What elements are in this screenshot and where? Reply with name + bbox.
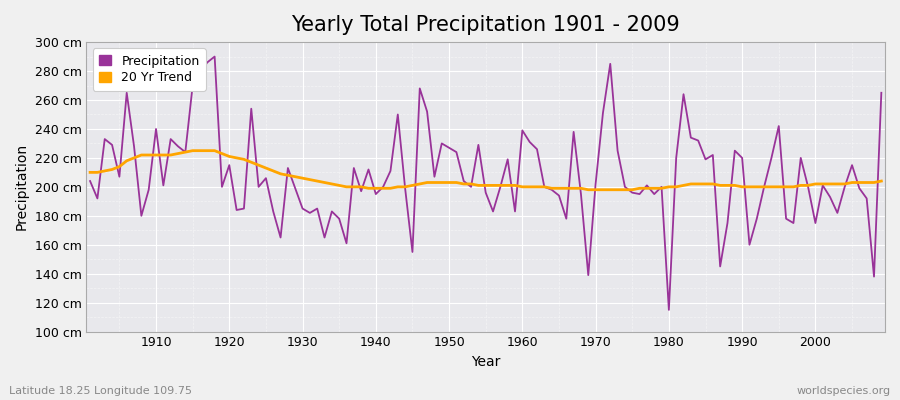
Precipitation <box>525 140 535 144</box>
Precipitation <box>612 148 623 153</box>
Precipitation <box>663 308 674 312</box>
Precipitation <box>311 206 322 211</box>
Line: 20 Yr Trend: 20 Yr Trend <box>90 151 881 190</box>
X-axis label: Year: Year <box>471 355 500 369</box>
Precipitation <box>356 189 366 194</box>
Precipitation <box>209 54 220 59</box>
Legend: Precipitation, 20 Yr Trend: Precipitation, 20 Yr Trend <box>93 48 206 91</box>
20 Yr Trend <box>876 179 886 184</box>
20 Yr Trend <box>583 187 594 192</box>
20 Yr Trend <box>143 153 154 158</box>
Text: Latitude 18.25 Longitude 109.75: Latitude 18.25 Longitude 109.75 <box>9 386 192 396</box>
20 Yr Trend <box>517 184 527 189</box>
20 Yr Trend <box>619 187 630 192</box>
20 Yr Trend <box>525 184 535 189</box>
Title: Yearly Total Precipitation 1901 - 2009: Yearly Total Precipitation 1901 - 2009 <box>292 15 680 35</box>
Precipitation <box>85 179 95 184</box>
Precipitation <box>876 90 886 95</box>
20 Yr Trend <box>85 170 95 175</box>
Precipitation <box>143 187 154 192</box>
Text: worldspecies.org: worldspecies.org <box>796 386 891 396</box>
Precipitation <box>517 128 527 133</box>
Line: Precipitation: Precipitation <box>90 56 881 310</box>
20 Yr Trend <box>356 184 366 189</box>
20 Yr Trend <box>187 148 198 153</box>
Y-axis label: Precipitation: Precipitation <box>15 143 29 230</box>
20 Yr Trend <box>311 179 322 184</box>
